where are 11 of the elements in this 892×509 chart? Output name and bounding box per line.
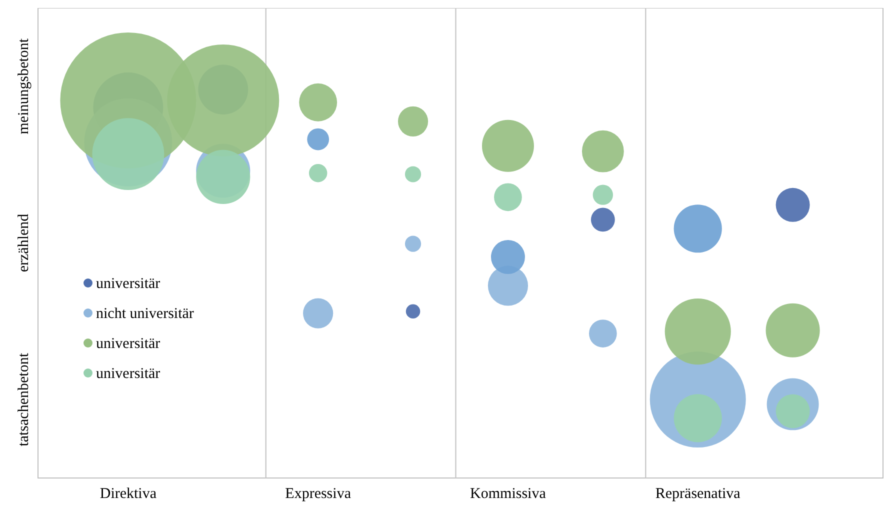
x-tick-label: Repräsenativa xyxy=(655,486,741,502)
legend-label: universitär xyxy=(96,366,160,382)
legend-label: universitär xyxy=(96,276,160,292)
legend-label: nicht universitär xyxy=(96,306,194,322)
x-tick-label: Expressiva xyxy=(285,486,352,502)
text: erzählend xyxy=(16,213,32,272)
text: tatsachenbetont xyxy=(16,352,32,446)
x-tick-label: Kommissiva xyxy=(470,486,546,502)
legend-label: universitär xyxy=(96,336,160,352)
text: meinungsbetont xyxy=(16,38,32,134)
x-tick-label: Direktiva xyxy=(100,486,157,502)
